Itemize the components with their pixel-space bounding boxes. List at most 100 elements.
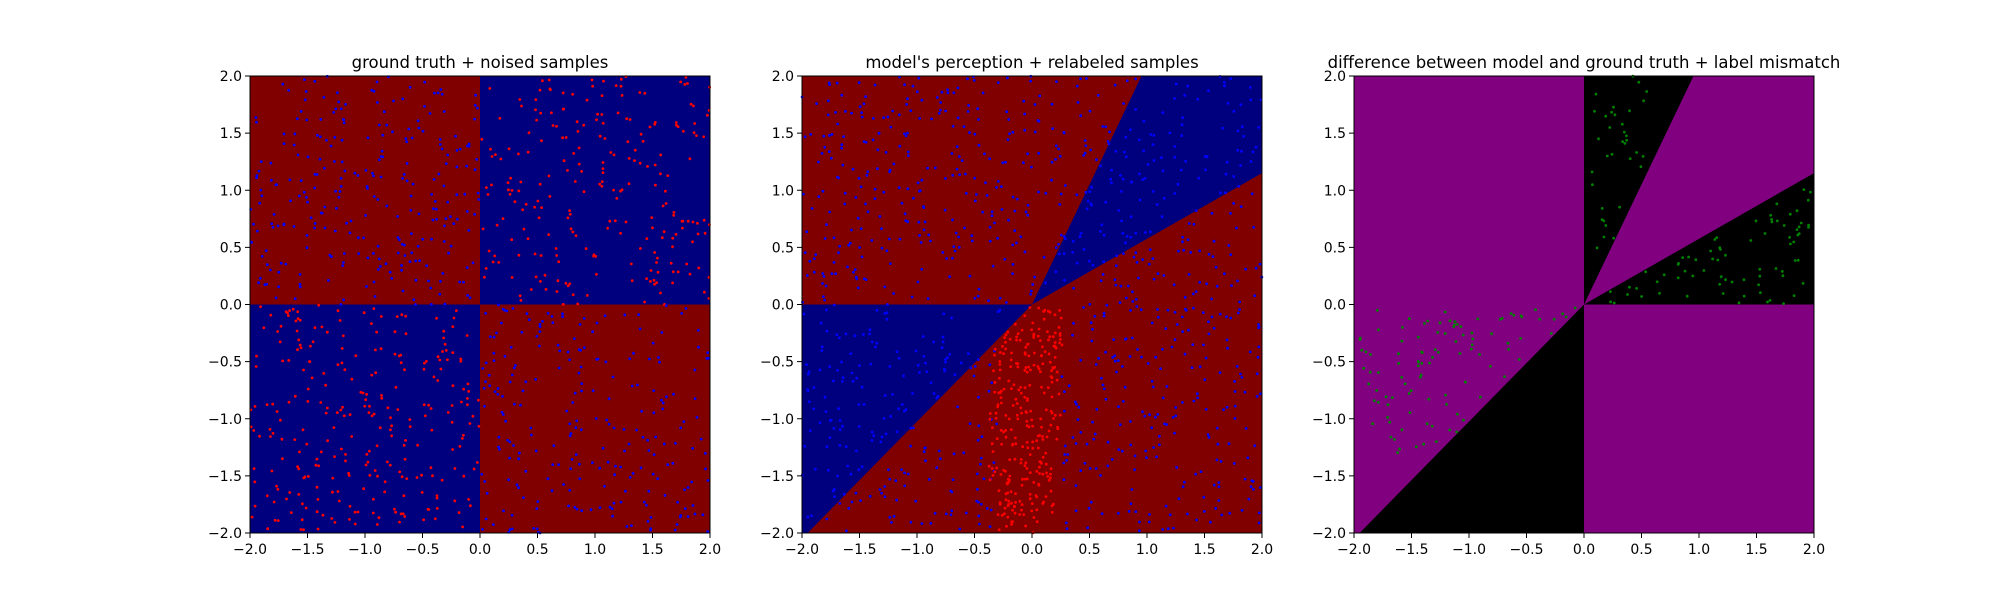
sample-point: [1138, 520, 1141, 524]
sample-point: [538, 182, 542, 186]
sample-point: [836, 369, 839, 372]
sample-point: [463, 192, 467, 196]
sample-point: [576, 302, 580, 306]
sample-point: [546, 477, 550, 481]
sample-point: [970, 239, 974, 243]
sample-point: [1239, 372, 1242, 376]
sample-point: [600, 113, 604, 116]
sample-point: [1166, 308, 1170, 312]
sample-point: [561, 91, 565, 95]
sample-point: [1026, 446, 1030, 450]
sample-point: [640, 409, 643, 413]
sample-point: [601, 167, 605, 171]
y-tick-label: 1.5: [772, 126, 794, 142]
sample-point: [477, 424, 481, 428]
sample-point: [281, 82, 285, 86]
sample-point: [1096, 93, 1100, 97]
sample-point: [1124, 241, 1127, 245]
sample-point: [1156, 315, 1160, 319]
sample-point: [868, 494, 872, 498]
sample-point: [628, 118, 632, 121]
sample-point: [1257, 521, 1261, 525]
sample-point: [969, 366, 973, 370]
sample-point: [817, 160, 820, 164]
sample-point: [497, 261, 501, 264]
sample-point: [1156, 308, 1159, 311]
sample-point: [613, 219, 617, 223]
sample-point: [676, 500, 679, 504]
sample-point: [1020, 483, 1024, 487]
sample-point: [1100, 223, 1104, 227]
sample-point: [1173, 431, 1176, 435]
sample-point: [844, 332, 848, 336]
sample-point: [1152, 277, 1156, 281]
sample-point: [1064, 521, 1068, 525]
sample-point: [590, 78, 594, 82]
sample-point: [641, 435, 645, 439]
sample-point: [269, 161, 273, 165]
sample-point: [591, 84, 594, 88]
sample-point: [322, 95, 326, 99]
sample-point: [1057, 392, 1061, 396]
sample-point: [534, 108, 537, 112]
sample-point: [299, 179, 303, 183]
sample-point: [622, 428, 626, 431]
sample-point: [1233, 417, 1237, 420]
mismatch-point: [1455, 412, 1459, 416]
sample-point: [1014, 436, 1017, 440]
sample-point: [495, 223, 499, 227]
sample-point: [1010, 523, 1013, 526]
sample-point: [996, 513, 1000, 516]
sample-point: [832, 236, 836, 240]
sample-point: [846, 464, 850, 468]
region-blue-upper-wedge: [1032, 76, 1262, 305]
sample-point: [1050, 178, 1053, 182]
sample-point: [433, 200, 437, 203]
sample-point: [476, 106, 479, 110]
sample-point: [887, 237, 891, 241]
sample-point: [1037, 483, 1041, 487]
sample-point: [850, 371, 854, 375]
y-tick-label: −2.0: [760, 526, 794, 542]
sample-point: [865, 173, 869, 177]
sample-point: [1049, 476, 1052, 480]
sample-point: [912, 426, 915, 430]
sample-point: [1257, 511, 1261, 515]
sample-point: [1099, 230, 1102, 233]
sample-point: [676, 270, 680, 274]
y-tick-label: −0.5: [760, 355, 794, 371]
sample-point: [541, 79, 544, 83]
mismatch-point: [1448, 319, 1452, 323]
sample-point: [882, 190, 886, 194]
sample-point: [906, 150, 910, 154]
sample-point: [539, 254, 543, 257]
sample-point: [1138, 172, 1141, 176]
sample-point: [1071, 239, 1075, 243]
sample-point: [1090, 203, 1093, 207]
sample-point: [639, 132, 643, 136]
sample-point: [1039, 417, 1043, 421]
sample-point: [909, 109, 913, 113]
sample-point: [917, 76, 921, 80]
mismatch-point: [1797, 225, 1801, 229]
sample-point: [544, 288, 548, 291]
sample-point: [305, 196, 308, 199]
mismatch-point: [1621, 140, 1624, 144]
mismatch-point: [1419, 373, 1423, 377]
sample-point: [1090, 339, 1094, 343]
sample-point: [1147, 520, 1151, 524]
sample-point: [339, 185, 343, 188]
sample-point: [462, 387, 466, 391]
sample-point: [334, 189, 337, 193]
sample-point: [835, 81, 839, 85]
mismatch-point: [1469, 347, 1473, 351]
sample-point: [467, 142, 471, 146]
sample-point: [1004, 498, 1008, 502]
sample-point: [1057, 147, 1060, 151]
mismatch-point: [1390, 396, 1394, 399]
sample-point: [1027, 354, 1031, 358]
sample-point: [580, 382, 584, 385]
sample-point: [524, 202, 528, 206]
sample-point: [850, 228, 853, 232]
sample-point: [562, 483, 565, 486]
